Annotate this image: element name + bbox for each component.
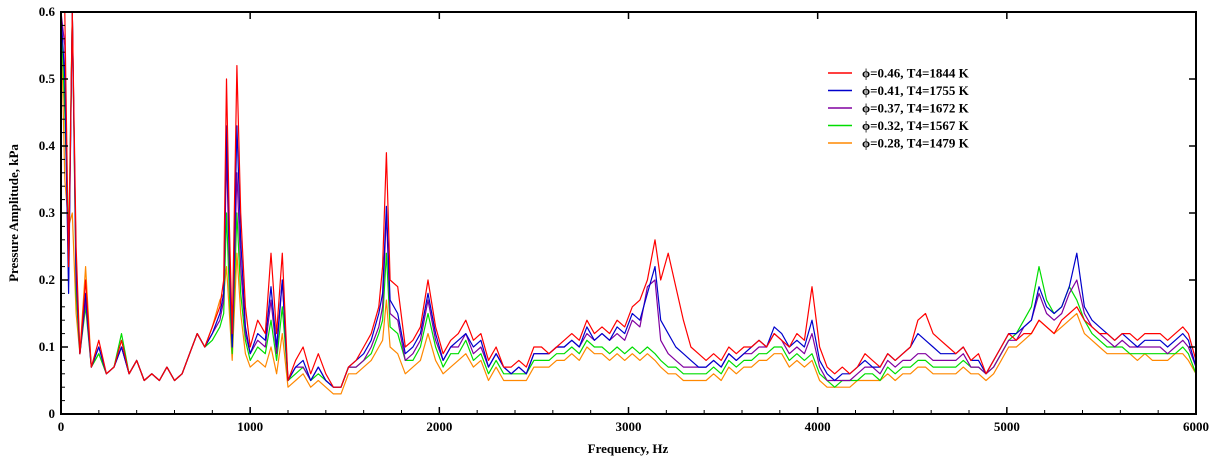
legend-label: ϕ=0.41, T4=1755 K [862,83,970,98]
legend-label: ϕ=0.37, T4=1672 K [862,101,970,116]
y-tick-label: 0.1 [39,339,55,354]
x-tick-label: 1000 [237,419,263,434]
legend: ϕ=0.46, T4=1844 K ϕ=0.41, T4=1755 K ϕ=0.37… [828,66,970,151]
x-tick-label: 6000 [1183,419,1209,434]
y-tick-label: 0.6 [39,4,56,19]
y-axis-title: Pressure Amplitude, kPa [6,144,21,282]
series-layer [61,12,1196,395]
x-axis-title: Frequency, Hz [588,441,669,456]
y-tick-label: 0.4 [39,138,56,153]
y-tick-label: 0.3 [39,205,56,220]
series-line-5 [61,12,1196,395]
y-tick-label: 0 [49,406,56,421]
x-tick-label: 2000 [426,419,452,434]
y-tick-label: 0.5 [39,71,56,86]
legend-label: ϕ=0.28, T4=1479 K [862,136,970,151]
legend-label: ϕ=0.46, T4=1844 K [862,66,970,81]
y-tick-label: 0.2 [39,272,55,287]
x-tick-label: 4000 [805,419,831,434]
x-axis: 0 1000 2000 3000 4000 5000 6000 [58,12,1209,434]
series-line-1 [61,12,1196,388]
y-axis: 0 0.1 0.2 0.3 0.4 0.5 0.6 [39,4,1196,421]
x-tick-label: 3000 [616,419,642,434]
x-tick-label: 0 [58,419,65,434]
legend-label: ϕ=0.32, T4=1567 K [862,118,970,133]
x-tick-label: 5000 [994,419,1020,434]
